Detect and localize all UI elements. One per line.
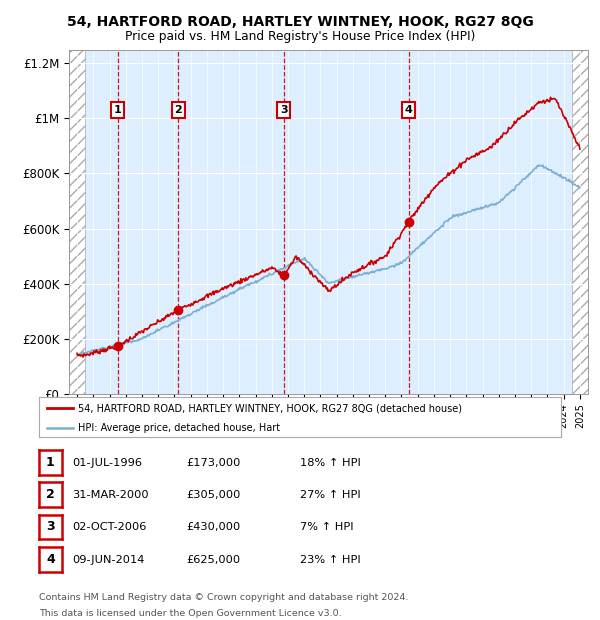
Text: 02-OCT-2006: 02-OCT-2006 xyxy=(72,523,146,533)
Text: 4: 4 xyxy=(46,553,55,565)
Text: £305,000: £305,000 xyxy=(186,490,241,500)
Text: 18% ↑ HPI: 18% ↑ HPI xyxy=(300,458,361,468)
Text: 2: 2 xyxy=(46,489,55,501)
Text: 01-JUL-1996: 01-JUL-1996 xyxy=(72,458,142,468)
Text: 3: 3 xyxy=(280,105,288,115)
Bar xyxy=(69,50,85,394)
Text: 27% ↑ HPI: 27% ↑ HPI xyxy=(300,490,361,500)
Text: 31-MAR-2000: 31-MAR-2000 xyxy=(72,490,149,500)
Text: 4: 4 xyxy=(404,105,413,115)
Text: 09-JUN-2014: 09-JUN-2014 xyxy=(72,555,145,565)
Text: 7% ↑ HPI: 7% ↑ HPI xyxy=(300,523,353,533)
Text: Contains HM Land Registry data © Crown copyright and database right 2024.: Contains HM Land Registry data © Crown c… xyxy=(39,593,409,603)
Text: 23% ↑ HPI: 23% ↑ HPI xyxy=(300,555,361,565)
Text: 1: 1 xyxy=(46,456,55,469)
Bar xyxy=(572,50,588,394)
Text: 54, HARTFORD ROAD, HARTLEY WINTNEY, HOOK, RG27 8QG: 54, HARTFORD ROAD, HARTLEY WINTNEY, HOOK… xyxy=(67,16,533,30)
Text: £173,000: £173,000 xyxy=(186,458,241,468)
Text: 3: 3 xyxy=(46,521,55,533)
Text: £430,000: £430,000 xyxy=(186,523,240,533)
Text: 1: 1 xyxy=(114,105,122,115)
Text: 54, HARTFORD ROAD, HARTLEY WINTNEY, HOOK, RG27 8QG (detached house): 54, HARTFORD ROAD, HARTLEY WINTNEY, HOOK… xyxy=(78,403,462,413)
Text: HPI: Average price, detached house, Hart: HPI: Average price, detached house, Hart xyxy=(78,423,280,433)
Text: Price paid vs. HM Land Registry's House Price Index (HPI): Price paid vs. HM Land Registry's House … xyxy=(125,30,475,43)
Text: £625,000: £625,000 xyxy=(186,555,240,565)
Text: This data is licensed under the Open Government Licence v3.0.: This data is licensed under the Open Gov… xyxy=(39,609,341,618)
Text: 2: 2 xyxy=(175,105,182,115)
